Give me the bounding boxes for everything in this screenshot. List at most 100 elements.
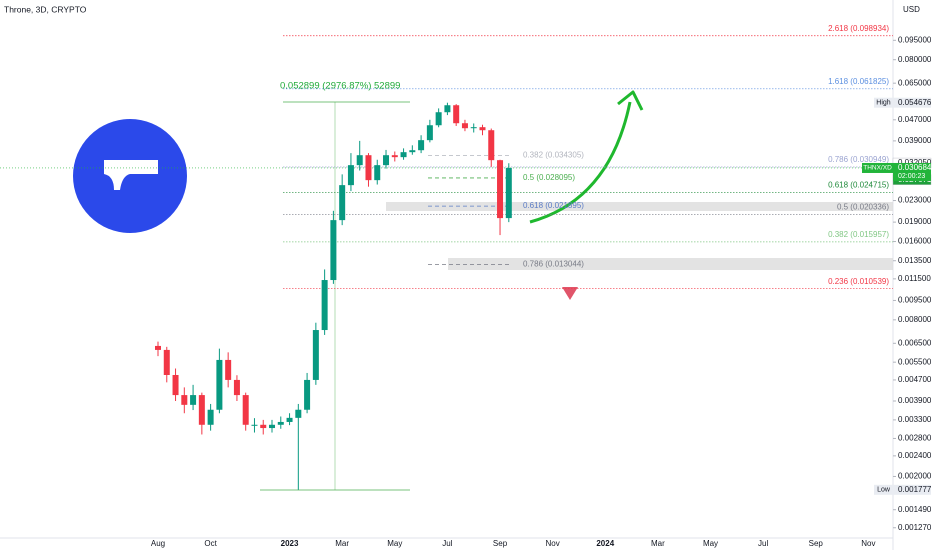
marker-box bbox=[874, 97, 893, 108]
candle-body bbox=[374, 165, 381, 181]
candle-body bbox=[190, 395, 197, 405]
candle-body bbox=[409, 150, 416, 153]
x-tick-label: Mar bbox=[335, 539, 349, 548]
y-tick-label: 0.016000 bbox=[898, 237, 932, 246]
y-tick-label: 0.002000 bbox=[898, 472, 932, 481]
symbol-title: Throne, 3D, CRYPTO bbox=[4, 4, 87, 14]
last-price-box bbox=[893, 162, 931, 181]
y-tick-label: 0.023000 bbox=[898, 196, 932, 205]
y-tick-label: 0.004700 bbox=[898, 375, 932, 384]
logo bbox=[73, 119, 187, 233]
zone-band bbox=[448, 258, 893, 270]
candle-body bbox=[181, 395, 188, 405]
marker-value-box bbox=[893, 484, 931, 495]
fib-label-short: 0.382 (0.034305) bbox=[523, 150, 584, 159]
marker-label: Low bbox=[877, 487, 891, 494]
x-tick-label: Oct bbox=[204, 539, 217, 548]
candle-body bbox=[155, 345, 161, 350]
y-tick-label: 0.019000 bbox=[898, 217, 932, 226]
y-tick-label: 0.080000 bbox=[898, 55, 932, 64]
candle-body bbox=[505, 167, 512, 219]
candle-body bbox=[356, 155, 363, 166]
y-tick-label: 0.006500 bbox=[898, 338, 932, 347]
y-tick-label: 0.003300 bbox=[898, 415, 932, 424]
marker-value-box bbox=[893, 97, 931, 108]
y-tick-label: 0.065000 bbox=[898, 78, 932, 87]
last-price-symbol-box bbox=[862, 162, 893, 173]
candle-body bbox=[163, 349, 170, 375]
last-price-symbol: THNX/XD bbox=[863, 165, 892, 172]
y-tick-label: 0.003900 bbox=[898, 396, 932, 405]
candle-body bbox=[233, 379, 240, 396]
x-tick-label: Mar bbox=[651, 539, 665, 548]
candle-body bbox=[339, 185, 346, 221]
candle-body bbox=[260, 424, 267, 429]
candle-body bbox=[391, 155, 398, 158]
y-tick-label: 0.095000 bbox=[898, 35, 932, 44]
fib-label: 1.618 (0.061825) bbox=[828, 77, 889, 86]
x-tick-label: 2024 bbox=[596, 539, 614, 548]
logo-circle bbox=[73, 119, 187, 233]
candle-body bbox=[347, 165, 354, 186]
candle-body bbox=[400, 152, 407, 158]
candle-body bbox=[330, 220, 337, 281]
y-tick-label: 0.001490 bbox=[898, 505, 932, 514]
measure-label: 0.052899 (2976.87%) 52899 bbox=[280, 81, 400, 92]
candle-body bbox=[242, 395, 249, 425]
y-tick-label: 0.008000 bbox=[898, 315, 932, 324]
fib-label-short: 0.786 (0.013044) bbox=[523, 260, 584, 269]
x-tick-label: May bbox=[387, 539, 402, 548]
candle-body bbox=[365, 155, 372, 181]
down-marker bbox=[562, 287, 578, 300]
fib-label: 0.5 (0.020336) bbox=[837, 203, 889, 212]
candle-body bbox=[312, 330, 319, 380]
zone-band bbox=[386, 202, 893, 211]
candle-body bbox=[286, 417, 293, 422]
candle-body bbox=[269, 424, 276, 429]
candle-body bbox=[172, 374, 179, 396]
y-tick-label: 0.005500 bbox=[898, 357, 932, 366]
candle-body bbox=[444, 105, 451, 113]
x-tick-label: May bbox=[703, 539, 718, 548]
candle-body bbox=[470, 127, 477, 129]
x-tick-label: 2023 bbox=[281, 539, 299, 548]
y-tick-label: 0.002400 bbox=[898, 451, 932, 460]
candle-body bbox=[426, 125, 433, 141]
arrow-head bbox=[617, 90, 644, 111]
last-price-countdown: 02:00:23 bbox=[898, 173, 925, 180]
marker-value: 0.054676 bbox=[898, 98, 932, 107]
last-price-value: 0.030684 bbox=[898, 163, 932, 172]
y-tick-label: 0.009500 bbox=[898, 296, 932, 305]
y-tick-label: 0.039000 bbox=[898, 136, 932, 145]
x-tick-label: Sep bbox=[493, 539, 508, 548]
candle-body bbox=[418, 140, 425, 151]
candle-body bbox=[497, 160, 504, 219]
x-tick-label: Nov bbox=[861, 539, 875, 548]
candle-body bbox=[383, 155, 390, 166]
candle-body bbox=[479, 127, 486, 131]
price-tag-label: 0.032050 bbox=[898, 158, 932, 167]
x-tick-label: Nov bbox=[546, 539, 560, 548]
candle-body bbox=[216, 359, 223, 410]
fib-label: 0.382 (0.015957) bbox=[828, 230, 889, 239]
candle-body bbox=[304, 379, 311, 410]
candle-body bbox=[277, 421, 284, 425]
marker-value: 0.001777 bbox=[898, 485, 932, 494]
x-tick-label: Jul bbox=[758, 539, 768, 548]
currency: USD bbox=[903, 5, 920, 14]
candle-body bbox=[488, 130, 495, 161]
y-tick-label: 0.013500 bbox=[898, 256, 932, 265]
marker-label: High bbox=[876, 100, 891, 107]
y-tick-label: 0.001270 bbox=[898, 523, 932, 532]
arrow bbox=[529, 101, 632, 224]
candle-body bbox=[461, 123, 468, 129]
candle-body bbox=[251, 424, 258, 426]
fib-label-short: 0.5 (0.028095) bbox=[523, 173, 575, 182]
y-tick-label: 0.047000 bbox=[898, 115, 932, 124]
candle-body bbox=[225, 359, 232, 380]
x-tick-label: Aug bbox=[151, 539, 165, 548]
candle-body bbox=[453, 105, 460, 124]
